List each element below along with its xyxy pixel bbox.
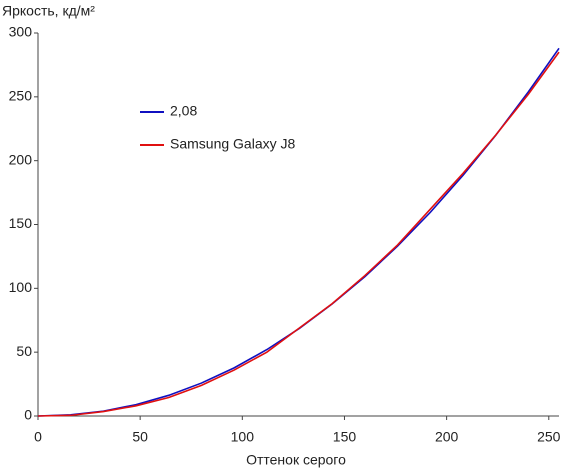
y-tick-label: 150 — [9, 215, 33, 231]
y-tick-label: 100 — [9, 279, 33, 295]
y-tick-label: 0 — [24, 407, 32, 423]
x-axis-title: Оттенок серого — [246, 452, 346, 468]
x-tick-label: 150 — [333, 429, 357, 445]
x-tick-label: 200 — [435, 429, 459, 445]
y-axis-title: Яркость, кд/м² — [2, 3, 95, 19]
legend-label: Samsung Galaxy J8 — [170, 136, 295, 152]
y-tick-label: 300 — [9, 24, 33, 40]
y-tick-label: 50 — [16, 343, 32, 359]
x-tick-label: 250 — [537, 429, 561, 445]
legend-label: 2,08 — [170, 103, 197, 119]
series-line — [37, 51, 560, 417]
y-tick-label: 250 — [9, 88, 33, 104]
x-tick-label: 50 — [132, 429, 148, 445]
x-tick-label: 0 — [34, 429, 42, 445]
y-tick-label: 200 — [9, 151, 33, 167]
x-tick-label: 100 — [231, 429, 255, 445]
series-line — [37, 47, 560, 417]
